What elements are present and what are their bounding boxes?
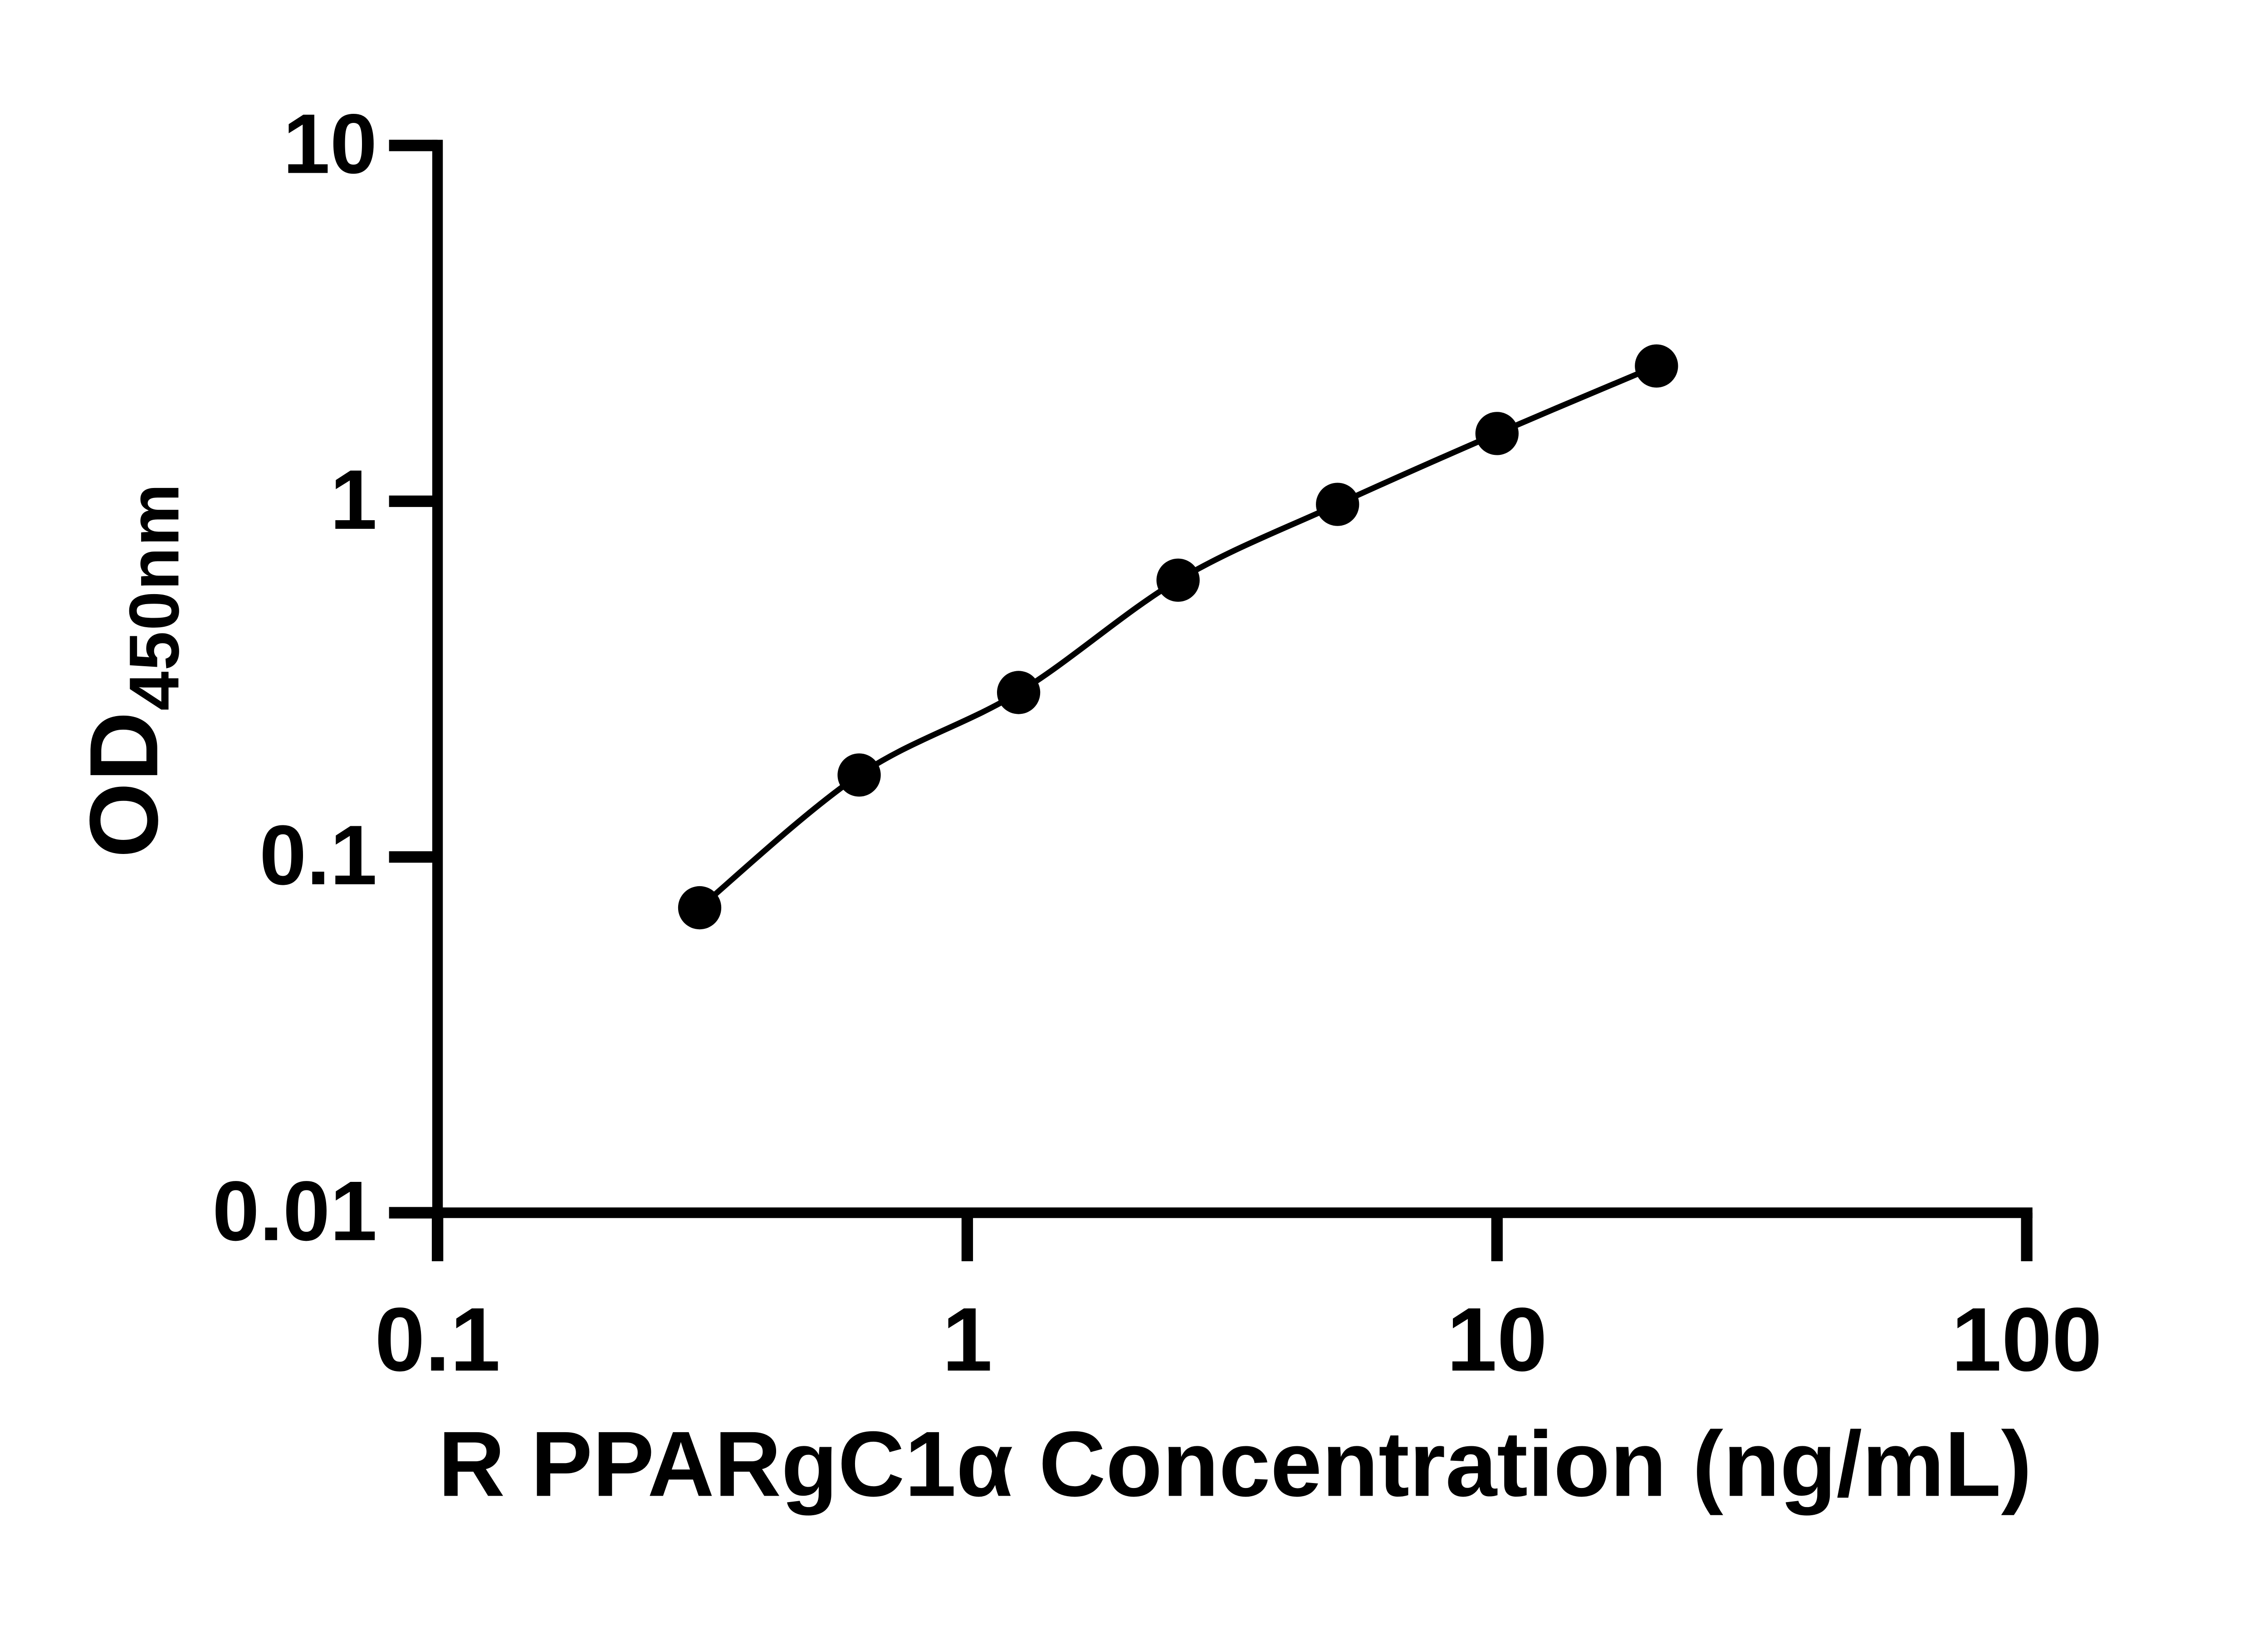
- data-point-3: [997, 671, 1041, 714]
- elisa-standard-curve-figure: 10 1 0.1 0.01 0.1 1 10 100 R PPARgC1α Concentra…: [69, 96, 2102, 1516]
- x-axis-title: R PPARgC1α Concentration (ng/mL): [438, 1412, 2032, 1516]
- data-point-5: [1316, 483, 1359, 526]
- y-tick-label-1: 1: [330, 452, 377, 547]
- data-point-2: [837, 753, 881, 797]
- x-tick-label-0.1: 0.1: [375, 1289, 501, 1390]
- data-point-4: [1156, 558, 1200, 602]
- y-tick-label-10: 10: [283, 96, 377, 191]
- y-tick-label-0.1: 0.1: [259, 807, 377, 903]
- plot-canvas: [389, 140, 2033, 1262]
- y-axis-title-subscript: 450nm: [114, 483, 194, 711]
- x-tick-label-100: 100: [1951, 1289, 2102, 1390]
- x-tick-label-1: 1: [942, 1289, 992, 1390]
- y-tick-label-0.01: 0.01: [212, 1163, 377, 1259]
- data-point-1: [678, 886, 722, 930]
- data-point-7: [1635, 344, 1678, 388]
- y-axis-title-main: OD: [69, 710, 178, 858]
- data-point-6: [1475, 412, 1519, 455]
- x-tick-label-10: 10: [1447, 1289, 1548, 1390]
- y-axis-title: OD450nm: [69, 483, 194, 858]
